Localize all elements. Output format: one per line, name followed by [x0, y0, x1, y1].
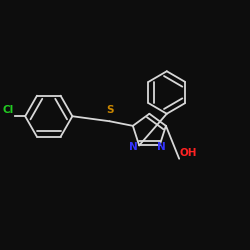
Text: Cl: Cl	[3, 105, 14, 115]
Text: S: S	[106, 105, 114, 115]
Text: OH: OH	[180, 148, 198, 158]
Text: N: N	[157, 142, 166, 152]
Text: N: N	[129, 142, 138, 152]
